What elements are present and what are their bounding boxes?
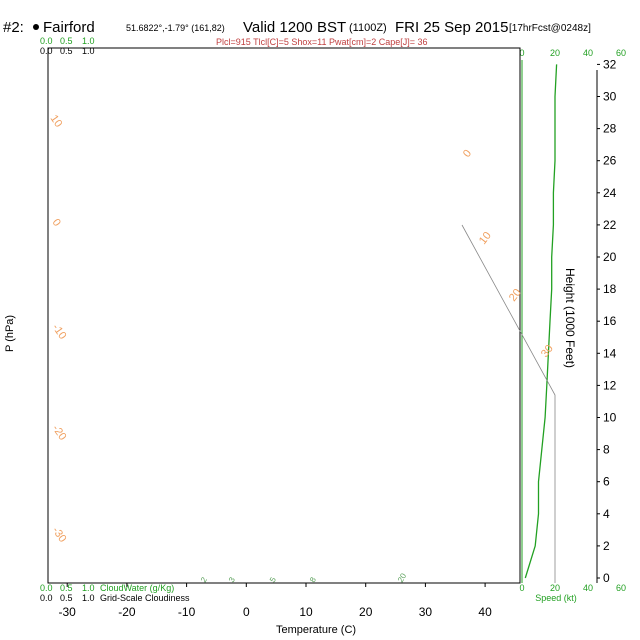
height-tick-label: 8 xyxy=(603,443,610,457)
height-tick-label: 2 xyxy=(603,539,610,553)
isotherm-label: -10 xyxy=(50,322,69,342)
mixing-ratio-label: 3 xyxy=(227,575,237,584)
mixing-ratio-label: 20 xyxy=(396,571,409,584)
temperature-tick-label: -30 xyxy=(59,605,77,619)
mixing-ratio-label: 8 xyxy=(308,575,318,584)
isotherm-label: -30 xyxy=(50,525,69,545)
temperature-tick-label: 20 xyxy=(359,605,373,619)
height-tick-label: 20 xyxy=(603,250,617,264)
height-tick-label: 32 xyxy=(603,57,617,71)
temperature-tick-label: -20 xyxy=(118,605,136,619)
barb-envelope-line xyxy=(461,224,556,583)
cloud-tick-black: 1.0 xyxy=(82,46,95,56)
cloud-tick-green: 1.0 xyxy=(82,36,95,46)
station-coords: 51.6822°,-1.79° (161,82) xyxy=(126,23,225,33)
height-tick-label: 18 xyxy=(603,282,617,296)
speed-scale-top: 0 20 40 60 xyxy=(519,48,626,58)
forecast-label: [17hrFcst@0248z] xyxy=(509,23,591,34)
height-tick-label: 22 xyxy=(603,218,617,232)
height-tick-label: 12 xyxy=(603,378,617,392)
isotherm-label: -20 xyxy=(50,423,69,443)
isotherm-label: 10 xyxy=(477,230,494,247)
temperature-tick-label: -10 xyxy=(178,605,196,619)
height-tick-label: 28 xyxy=(603,122,617,136)
temperature-tick-label: 40 xyxy=(478,605,492,619)
station-dot-icon xyxy=(33,24,39,30)
utc-label: (1100Z) xyxy=(349,22,387,34)
cloud-tick-green: 0.0 xyxy=(40,36,53,46)
params-line: Plcl=915 Tlcl[C]=5 Shox=11 Pwat[cm]=2 Ca… xyxy=(216,37,428,47)
speed-tick: 20 xyxy=(550,583,560,593)
speed-tick: 0 xyxy=(519,583,524,593)
speed-tick: 40 xyxy=(583,48,593,58)
temperature-tick-label: 10 xyxy=(299,605,313,619)
height-tick-label: 26 xyxy=(603,154,617,168)
height-axis-label: Height (1000 Feet) xyxy=(563,268,577,368)
height-tick-label: 24 xyxy=(603,186,617,200)
station-id: #2: xyxy=(3,19,24,36)
speed-tick: 0 xyxy=(519,48,524,58)
cloud-tick-green: 0.0 xyxy=(40,583,53,593)
speed-tick: 60 xyxy=(616,583,626,593)
speed-tick: 40 xyxy=(583,583,593,593)
x-axis-label: Temperature (C) xyxy=(276,624,356,636)
station-name: Fairford xyxy=(43,19,95,36)
cloudiness-label: Grid-Scale Cloudiness xyxy=(100,593,190,603)
cloud-tick-black: 1.0 xyxy=(82,593,95,603)
speed-label: Speed (kt) xyxy=(535,593,577,603)
height-tick-label: 0 xyxy=(603,571,610,585)
cloud-tick-green: 0.5 xyxy=(60,36,73,46)
cloud-tick-green: 1.0 xyxy=(82,583,95,593)
cloud-tick-black: 0.0 xyxy=(40,593,53,603)
speed-tick: 20 xyxy=(550,48,560,58)
isotherm-label: 20 xyxy=(507,287,524,304)
height-tick-label: 16 xyxy=(603,314,617,328)
cloud-tick-black: 0.5 xyxy=(60,593,73,603)
height-tick-label: 14 xyxy=(603,346,617,360)
speed-tick: 60 xyxy=(616,48,626,58)
speed-scale-bottom: 0 20 40 60 Speed (kt) xyxy=(519,583,626,603)
mixing-ratio-label: 2 xyxy=(199,575,209,584)
cloud-scale-bottom: 0.0 0.5 1.0 CloudWater (g/Kg) 0.0 0.5 1.… xyxy=(40,583,190,603)
isotherm-label: 30 xyxy=(539,343,556,360)
wind-speed-line xyxy=(524,64,558,579)
cloud-tick-black: 0.5 xyxy=(60,46,73,56)
valid-label: Valid 1200 BST xyxy=(243,19,346,36)
mixing-ratio-label: 5 xyxy=(268,575,278,584)
height-tick-label: 30 xyxy=(603,90,617,104)
date-label: FRI 25 Sep 2015 xyxy=(395,19,508,36)
plot-frame xyxy=(47,47,521,584)
height-tick-label: 10 xyxy=(603,411,617,425)
height-tick-label: 6 xyxy=(603,475,610,489)
height-tick-label: 4 xyxy=(603,507,610,521)
temperature-tick-label: 30 xyxy=(419,605,433,619)
isotherm-label: 10 xyxy=(48,113,65,130)
isotherm-label: 0 xyxy=(50,217,63,229)
isotherm-label: 0 xyxy=(461,148,474,160)
temperature-tick-label: 0 xyxy=(243,605,250,619)
cloud-scale-top: 0.0 0.5 1.0 0.0 0.5 1.0 xyxy=(40,36,95,56)
cloudwater-label: CloudWater (g/Kg) xyxy=(100,583,174,593)
cloud-tick-black: 0.0 xyxy=(40,46,53,56)
y-axis-label: P (hPa) xyxy=(4,315,16,352)
cloud-tick-green: 0.5 xyxy=(60,583,73,593)
